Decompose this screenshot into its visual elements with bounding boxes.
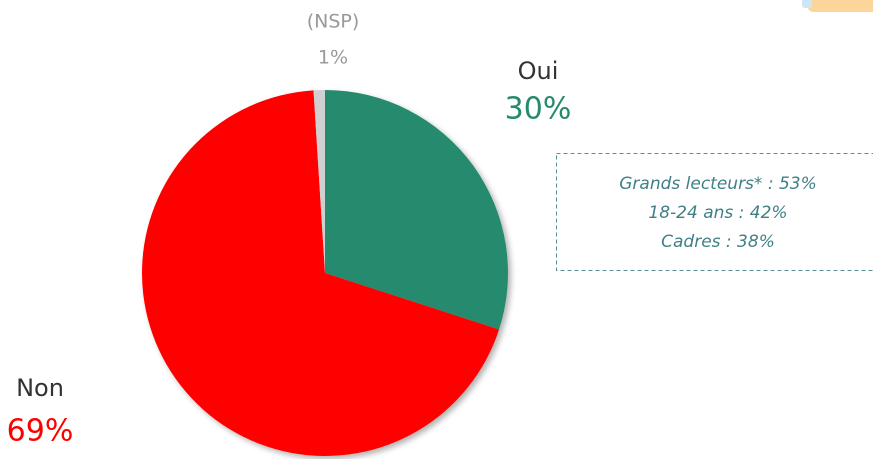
category-label: (NSP) [307,11,360,33]
corner-decoration [802,0,812,8]
annotation: Cadres : 38% [661,232,775,252]
category-label: Non [16,374,64,402]
pie-slice [325,90,508,330]
pie [141,90,508,456]
annotation-box [556,153,873,271]
pie-slice [313,90,325,273]
corner-decoration [808,0,873,12]
value-label: 69% [7,414,74,449]
annotation: 18-24 ans : 42% [648,203,787,223]
category-label: Oui [518,57,559,85]
pie-slice [141,90,500,456]
annotation: Grands lecteurs* : 53% [619,174,817,194]
value-label: 30% [505,92,572,127]
value-label: 1% [318,47,348,69]
